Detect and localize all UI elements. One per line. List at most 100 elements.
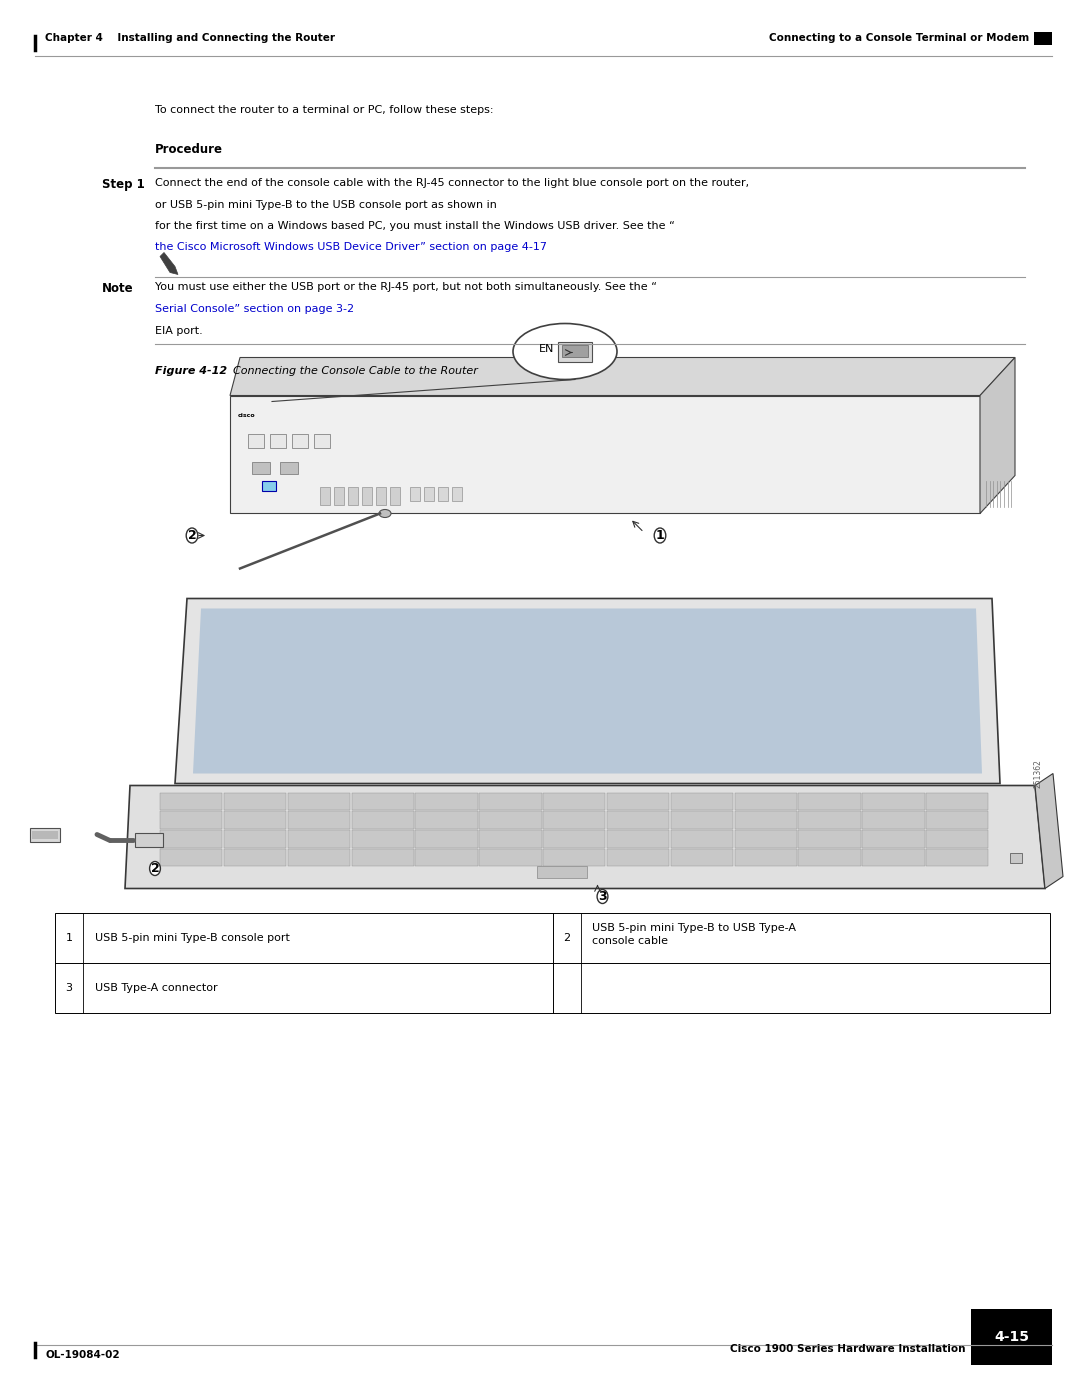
- Bar: [607, 830, 670, 848]
- Text: To connect the router to a terminal or PC, follow these steps:: To connect the router to a terminal or P…: [156, 105, 494, 115]
- Bar: [1010, 854, 1022, 863]
- Bar: [160, 792, 222, 810]
- Bar: [390, 488, 400, 506]
- Bar: [362, 488, 372, 506]
- Text: Serial Console” section on page 3-2: Serial Console” section on page 3-2: [156, 305, 354, 314]
- Text: USB 5-pin mini Type-B to USB Type-A
console cable: USB 5-pin mini Type-B to USB Type-A cons…: [593, 923, 796, 946]
- Bar: [798, 830, 861, 848]
- Bar: [314, 434, 330, 448]
- Bar: [927, 812, 988, 828]
- Bar: [416, 830, 477, 848]
- Bar: [671, 812, 733, 828]
- Polygon shape: [230, 395, 980, 514]
- Bar: [927, 830, 988, 848]
- Text: 2: 2: [563, 933, 570, 943]
- Bar: [135, 834, 163, 848]
- Bar: [32, 831, 58, 840]
- Polygon shape: [193, 609, 982, 774]
- Text: Figure 4-12: Figure 4-12: [156, 366, 227, 376]
- Bar: [927, 849, 988, 866]
- Bar: [292, 434, 308, 448]
- Bar: [252, 462, 270, 475]
- Polygon shape: [175, 598, 1000, 784]
- Ellipse shape: [513, 324, 617, 380]
- Text: 4-15: 4-15: [994, 1330, 1029, 1344]
- Text: Connect the end of the console cable with the RJ-45 connector to the light blue : Connect the end of the console cable wit…: [156, 177, 750, 189]
- Bar: [224, 830, 286, 848]
- Bar: [224, 849, 286, 866]
- Polygon shape: [230, 358, 1015, 395]
- Bar: [287, 812, 350, 828]
- Bar: [416, 812, 477, 828]
- Bar: [351, 792, 414, 810]
- Circle shape: [654, 528, 665, 543]
- Bar: [671, 792, 733, 810]
- Bar: [607, 792, 670, 810]
- Bar: [607, 849, 670, 866]
- Bar: [416, 849, 477, 866]
- Bar: [320, 488, 330, 506]
- Polygon shape: [1035, 774, 1063, 888]
- Bar: [410, 488, 420, 502]
- Bar: [160, 830, 222, 848]
- Bar: [543, 792, 606, 810]
- Polygon shape: [125, 785, 1045, 888]
- Circle shape: [150, 862, 161, 876]
- Bar: [734, 792, 797, 810]
- Bar: [280, 462, 298, 475]
- Text: Cisco 1900 Series Hardware Installation: Cisco 1900 Series Hardware Installation: [730, 1344, 966, 1354]
- Text: Note: Note: [102, 282, 134, 296]
- Bar: [480, 849, 541, 866]
- Text: OL-19084-02: OL-19084-02: [45, 1350, 120, 1361]
- Bar: [543, 812, 606, 828]
- Bar: [543, 849, 606, 866]
- Text: 1: 1: [656, 529, 664, 542]
- Bar: [862, 849, 924, 866]
- Bar: [734, 830, 797, 848]
- Bar: [248, 434, 264, 448]
- Text: EIA port.: EIA port.: [156, 326, 203, 335]
- Bar: [438, 488, 448, 502]
- Bar: [862, 812, 924, 828]
- Text: USB Type-A connector: USB Type-A connector: [95, 983, 218, 993]
- Text: You must use either the USB port or the RJ-45 port, but not both simultaneously.: You must use either the USB port or the …: [156, 282, 657, 292]
- Text: 2: 2: [188, 529, 197, 542]
- Bar: [671, 830, 733, 848]
- Polygon shape: [160, 253, 178, 274]
- Bar: [270, 434, 286, 448]
- Bar: [287, 830, 350, 848]
- Bar: [862, 792, 924, 810]
- Bar: [160, 849, 222, 866]
- Bar: [262, 482, 276, 492]
- Bar: [734, 849, 797, 866]
- Bar: [453, 488, 462, 502]
- Circle shape: [186, 528, 198, 543]
- Bar: [55, 914, 1050, 1013]
- Text: Procedure: Procedure: [156, 142, 222, 156]
- Text: 251362: 251362: [1034, 759, 1042, 788]
- Text: Chapter 4    Installing and Connecting the Router: Chapter 4 Installing and Connecting the …: [45, 34, 335, 43]
- Bar: [348, 488, 357, 506]
- Ellipse shape: [379, 510, 391, 517]
- Bar: [972, 1343, 990, 1355]
- Bar: [30, 828, 60, 842]
- Text: or USB 5-pin mini Type-B to the USB console port as shown in: or USB 5-pin mini Type-B to the USB cons…: [156, 200, 500, 210]
- Bar: [798, 792, 861, 810]
- Bar: [351, 830, 414, 848]
- Bar: [538, 866, 588, 879]
- Text: EN: EN: [539, 345, 555, 355]
- Bar: [607, 812, 670, 828]
- Bar: [1034, 32, 1052, 45]
- Bar: [562, 345, 588, 358]
- Bar: [798, 849, 861, 866]
- Bar: [376, 488, 386, 506]
- Bar: [734, 812, 797, 828]
- Text: cisco: cisco: [238, 414, 256, 418]
- Bar: [160, 812, 222, 828]
- Bar: [351, 812, 414, 828]
- Bar: [416, 792, 477, 810]
- Bar: [287, 849, 350, 866]
- Text: 3: 3: [66, 983, 72, 993]
- Bar: [424, 488, 434, 502]
- Bar: [480, 792, 541, 810]
